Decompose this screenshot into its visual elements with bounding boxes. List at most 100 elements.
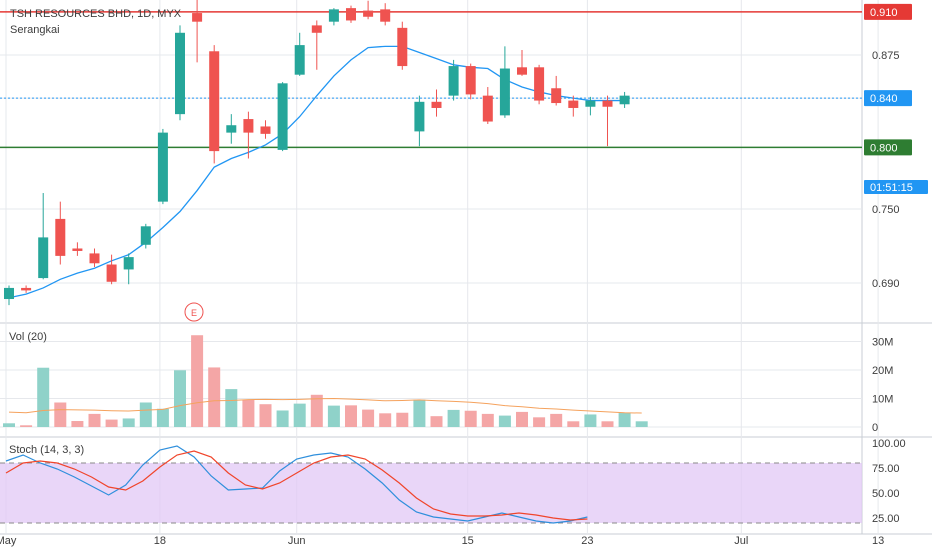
current-price-badge-bg: [864, 90, 912, 107]
candle[interactable]: [602, 95, 613, 147]
volume-bar[interactable]: [464, 410, 477, 427]
candle[interactable]: [55, 201, 66, 265]
volume-bar[interactable]: [156, 408, 169, 427]
volume-bar[interactable]: [20, 425, 33, 427]
volume-bar[interactable]: [516, 411, 528, 427]
candle-body: [380, 9, 391, 22]
x-tick-label: 18: [154, 535, 166, 547]
volume-bar[interactable]: [345, 405, 357, 427]
volume-bar[interactable]: [71, 421, 84, 427]
volume-bar[interactable]: [447, 409, 460, 427]
current-price-badge[interactable]: 0.840: [864, 90, 912, 107]
price-tick-label: 0.875: [872, 50, 900, 62]
candle-body: [363, 10, 374, 17]
volume-bar[interactable]: [242, 399, 255, 427]
candle[interactable]: [482, 87, 493, 124]
candle-body: [311, 25, 322, 33]
candle[interactable]: [465, 63, 476, 100]
candle[interactable]: [448, 59, 459, 101]
volume-bar[interactable]: [618, 413, 631, 427]
volume-bar[interactable]: [584, 414, 597, 427]
candle[interactable]: [157, 128, 168, 205]
volume-bar[interactable]: [259, 404, 272, 427]
candle[interactable]: [106, 254, 117, 285]
candle[interactable]: [4, 285, 14, 306]
volume-bar[interactable]: [635, 421, 648, 427]
candle[interactable]: [192, 0, 203, 63]
candle[interactable]: [260, 120, 271, 139]
volume-bar[interactable]: [208, 367, 221, 427]
candle[interactable]: [209, 45, 220, 164]
volume-bar[interactable]: [430, 416, 443, 427]
volume-bar[interactable]: [139, 402, 152, 427]
candle-body: [414, 101, 425, 132]
candle[interactable]: [311, 20, 322, 70]
candle[interactable]: [72, 242, 83, 256]
volume-bar[interactable]: [88, 413, 101, 427]
candle-body: [397, 27, 408, 67]
support-price-badge[interactable]: 0.800: [864, 139, 912, 156]
resistance-price-badge[interactable]: 0.910: [864, 3, 912, 20]
candle[interactable]: [328, 8, 339, 26]
candle[interactable]: [346, 5, 356, 23]
volume-bar[interactable]: [174, 370, 186, 427]
candle[interactable]: [380, 3, 391, 26]
resistance-price-badge-bg: [864, 3, 912, 20]
candle[interactable]: [534, 64, 545, 105]
volume-bar[interactable]: [533, 417, 546, 427]
candle[interactable]: [89, 248, 100, 267]
candle[interactable]: [21, 285, 32, 293]
volume-bar[interactable]: [293, 403, 306, 427]
volume-bar[interactable]: [122, 418, 135, 427]
candle[interactable]: [363, 0, 374, 20]
candle[interactable]: [397, 21, 408, 70]
volume-bar[interactable]: [601, 421, 614, 427]
earnings-event-marker[interactable]: E: [184, 302, 204, 322]
volume-bar[interactable]: [105, 419, 118, 427]
volume-bar[interactable]: [379, 413, 392, 427]
candle[interactable]: [431, 89, 442, 117]
candle-body: [277, 83, 288, 150]
candle-body: [619, 95, 630, 105]
candle[interactable]: [38, 193, 49, 280]
stoch-tick-label: 75.00: [872, 463, 900, 475]
candle[interactable]: [551, 75, 562, 106]
volume-ma-line: [8, 397, 642, 414]
volume-bar[interactable]: [225, 389, 238, 427]
candle[interactable]: [140, 223, 151, 249]
candle[interactable]: [568, 95, 579, 117]
candle[interactable]: [123, 253, 134, 285]
volume-bar[interactable]: [413, 399, 426, 427]
candle[interactable]: [585, 96, 596, 116]
volume-bar[interactable]: [567, 421, 580, 427]
candle[interactable]: [226, 114, 237, 144]
candle[interactable]: [517, 50, 527, 76]
volume-bar[interactable]: [481, 413, 494, 427]
volume-bar[interactable]: [3, 423, 15, 427]
candle[interactable]: [619, 91, 630, 108]
volume-pane[interactable]: [3, 335, 648, 427]
volume-bar[interactable]: [550, 413, 563, 427]
stoch-band: [0, 463, 862, 523]
price-pane[interactable]: [0, 0, 862, 306]
candle[interactable]: [243, 111, 254, 159]
volume-bar[interactable]: [396, 412, 409, 427]
stochastic-pane[interactable]: [0, 445, 862, 524]
volume-bar[interactable]: [498, 415, 511, 427]
candle[interactable]: [499, 46, 510, 118]
candle[interactable]: [414, 95, 425, 147]
volume-bar[interactable]: [37, 367, 50, 427]
volume-bar[interactable]: [276, 410, 289, 427]
volume-bar[interactable]: [191, 335, 204, 427]
countdown-badge[interactable]: 01:51:15: [864, 180, 928, 194]
volume-bar[interactable]: [54, 402, 67, 427]
volume-bar[interactable]: [310, 394, 323, 427]
volume-bar[interactable]: [327, 405, 340, 427]
candle[interactable]: [294, 32, 305, 76]
candle[interactable]: [175, 25, 185, 121]
volume-bar[interactable]: [362, 409, 375, 427]
candle-body: [21, 287, 32, 291]
candle-body: [431, 101, 442, 108]
candle[interactable]: [277, 82, 288, 152]
